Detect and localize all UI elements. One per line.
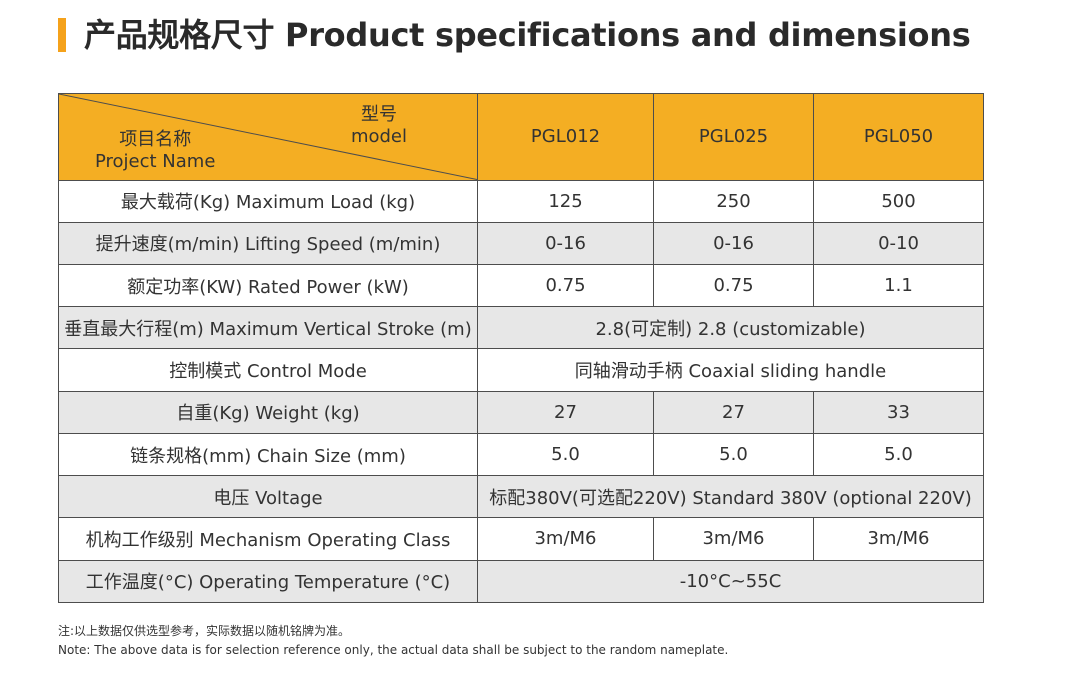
table-row: 控制模式 Control Mode 同轴滑动手柄 Coaxial sliding… xyxy=(58,348,984,392)
table-cell: 0.75 xyxy=(653,263,814,308)
table-cell: 5.0 xyxy=(477,432,654,477)
row-label: 垂直最大行程(m) Maximum Vertical Stroke (m) xyxy=(58,306,478,350)
project-name-cn: 项目名称 xyxy=(119,128,192,150)
table-row: 额定功率(KW) Rated Power (kW) 0.75 0.75 1.1 xyxy=(58,263,984,308)
footnote-cn: 注:以上数据仅供选型参考，实际数据以随机铭牌为准。 xyxy=(58,624,351,638)
merged-cell: 标配380V(可选配220V) Standard 380V (optional … xyxy=(477,475,984,519)
table-row: 垂直最大行程(m) Maximum Vertical Stroke (m) 2.… xyxy=(58,306,984,350)
table-row: 自重(Kg) Weight (kg) 27 27 33 xyxy=(58,390,984,434)
table-cell: 3m/M6 xyxy=(653,517,814,561)
merged-cell: 2.8(可定制) 2.8 (customizable) xyxy=(477,306,984,350)
table-cell: 5.0 xyxy=(653,432,814,477)
table-row: 电压 Voltage 标配380V(可选配220V) Standard 380V… xyxy=(58,475,984,519)
project-name-label: 项目名称 Project Name xyxy=(95,129,215,173)
model-header-pgl050: PGL050 xyxy=(813,93,984,181)
row-label: 机构工作级别 Mechanism Operating Class xyxy=(58,517,478,561)
footnote-en: Note: The above data is for selection re… xyxy=(58,643,729,657)
diagonal-divider xyxy=(59,94,477,180)
table-cell: 0-10 xyxy=(813,221,984,265)
table-row: 最大载荷(Kg) Maximum Load (kg) 125 250 500 xyxy=(58,179,984,223)
row-label: 额定功率(KW) Rated Power (kW) xyxy=(58,263,478,308)
row-label: 电压 Voltage xyxy=(58,475,478,519)
model-header-pgl012: PGL012 xyxy=(477,93,654,181)
table-row: 工作温度(°C) Operating Temperature (°C) -10°… xyxy=(58,559,984,604)
table-cell: 500 xyxy=(813,179,984,223)
row-label: 链条规格(mm) Chain Size (mm) xyxy=(58,432,478,477)
spec-table: 型号 model 项目名称 Project Name PGL012 PGL025… xyxy=(58,93,984,604)
table-cell: 1.1 xyxy=(813,263,984,308)
table-cell: 3m/M6 xyxy=(813,517,984,561)
row-label: 提升速度(m/min) Lifting Speed (m/min) xyxy=(58,221,478,265)
table-cell: 27 xyxy=(653,390,814,434)
page-title: 产品规格尺寸 Product specifications and dimens… xyxy=(84,16,971,54)
model-label-en: model xyxy=(350,126,407,147)
header-corner-cell: 型号 model 项目名称 Project Name xyxy=(58,93,478,181)
table-row: 机构工作级别 Mechanism Operating Class 3m/M6 3… xyxy=(58,517,984,561)
table-cell: 3m/M6 xyxy=(477,517,654,561)
table-row: 提升速度(m/min) Lifting Speed (m/min) 0-16 0… xyxy=(58,221,984,265)
table-cell: 250 xyxy=(653,179,814,223)
table-cell: 33 xyxy=(813,390,984,434)
model-label-cn: 型号 xyxy=(360,104,397,125)
table-row: 链条规格(mm) Chain Size (mm) 5.0 5.0 5.0 xyxy=(58,432,984,477)
table-cell: 0-16 xyxy=(477,221,654,265)
table-cell: 125 xyxy=(477,179,654,223)
table-cell: 27 xyxy=(477,390,654,434)
model-label: 型号 model xyxy=(351,104,407,148)
footnote: 注:以上数据仅供选型参考，实际数据以随机铭牌为准。 Note: The abov… xyxy=(58,622,728,660)
row-label: 最大载荷(Kg) Maximum Load (kg) xyxy=(58,179,478,223)
merged-cell: 同轴滑动手柄 Coaxial sliding handle xyxy=(477,348,984,392)
merged-cell: -10°C~55C xyxy=(477,559,984,604)
model-header-pgl025: PGL025 xyxy=(653,93,814,181)
title-accent-bar xyxy=(58,18,66,52)
row-label: 控制模式 Control Mode xyxy=(58,348,478,392)
table-cell: 5.0 xyxy=(813,432,984,477)
table-cell: 0.75 xyxy=(477,263,654,308)
table-header-row: 型号 model 项目名称 Project Name PGL012 PGL025… xyxy=(58,93,984,181)
row-label: 自重(Kg) Weight (kg) xyxy=(58,390,478,434)
row-label: 工作温度(°C) Operating Temperature (°C) xyxy=(58,559,478,604)
table-cell: 0-16 xyxy=(653,221,814,265)
project-name-en: Project Name xyxy=(95,150,216,172)
